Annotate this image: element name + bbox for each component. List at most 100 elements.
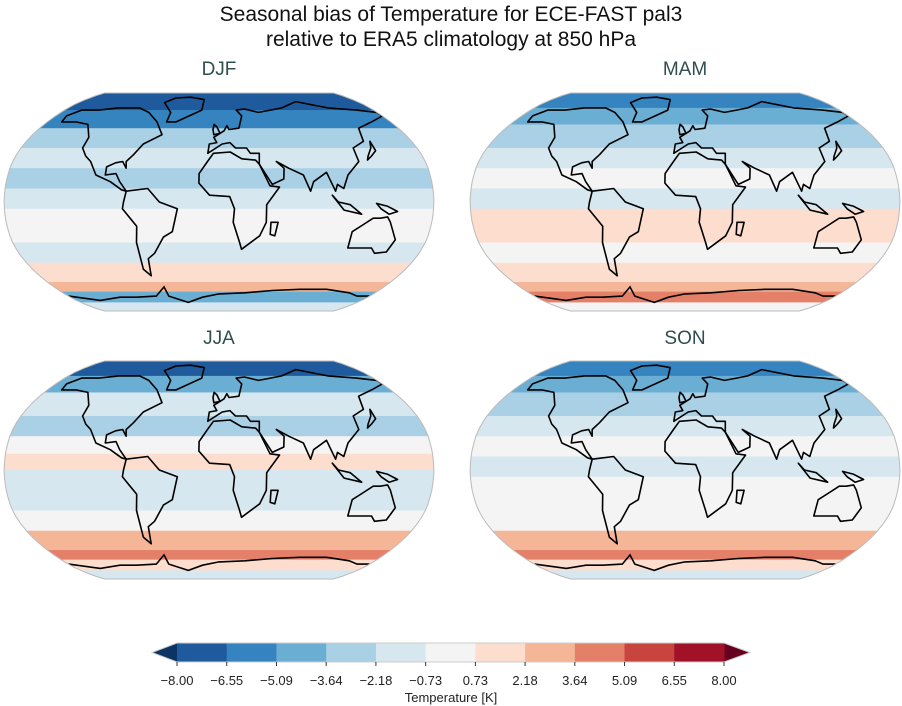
coastline: [198, 419, 281, 519]
coastline: [366, 408, 377, 429]
colorbar-tick-label: −0.73: [409, 673, 442, 688]
bias-band: [4, 93, 434, 111]
coastline: [212, 123, 221, 136]
map-panel-djf: [3, 92, 435, 312]
panel-title-son: SON: [664, 328, 706, 349]
bias-band: [470, 147, 900, 169]
colorbar-tick-label: 3.64: [562, 673, 587, 688]
bias-band: [4, 242, 434, 264]
panel-title-jja: JJA: [203, 328, 235, 349]
coastline: [366, 140, 377, 161]
coastline: [331, 462, 363, 483]
bias-band: [4, 168, 434, 189]
coastline: [347, 484, 397, 523]
colorbar-tick-label: −8.00: [161, 673, 194, 688]
coastline: [832, 408, 843, 429]
coastline: [664, 419, 747, 519]
bias-band: [4, 361, 434, 377]
map-panel-son: [469, 360, 901, 580]
coastline-antarctica: [534, 285, 836, 304]
map-panel-jja: [3, 360, 435, 580]
colorbar-tick-label: −2.18: [359, 673, 392, 688]
coastline: [121, 187, 179, 277]
colorbar-over-triangle: [724, 643, 750, 662]
bias-band: [4, 570, 434, 579]
bias-band: [470, 530, 900, 551]
colorbar-label: Temperature [K]: [405, 690, 498, 705]
coastline: [60, 375, 163, 460]
colorbar-tick-label: 8.00: [711, 673, 736, 688]
bias-band: [470, 476, 900, 512]
bias-band: [4, 110, 434, 129]
bias-band: [470, 375, 900, 393]
coastline: [841, 470, 865, 483]
bias-field: [4, 361, 434, 579]
colorbar-segment: [425, 643, 476, 662]
bias-band: [470, 188, 900, 210]
coastline: [735, 489, 745, 505]
colorbar-tick-label: 6.55: [662, 673, 687, 688]
coastline: [678, 391, 687, 404]
coastline: [813, 216, 863, 255]
map-boundary: [469, 360, 901, 580]
coastline: [813, 484, 863, 523]
bias-band: [4, 302, 434, 311]
colorbar-segment: [226, 643, 277, 662]
bias-band: [470, 262, 900, 283]
bias-band: [4, 470, 434, 512]
bias-band: [4, 262, 434, 283]
colorbar-segment: [375, 643, 427, 662]
bias-band: [4, 128, 434, 149]
coastline: [735, 221, 745, 237]
colorbar-segment: [177, 643, 228, 662]
coastline: [60, 107, 163, 192]
coastline: [121, 455, 179, 545]
colorbar-segment: [276, 643, 327, 662]
bias-band: [4, 415, 434, 437]
panel-title-mam: MAM: [662, 59, 708, 80]
bias-field: [470, 93, 900, 311]
bias-band: [470, 415, 900, 437]
coastline: [269, 221, 279, 237]
coastline: [673, 368, 850, 460]
bias-band: [4, 530, 434, 551]
bias-field: [4, 93, 434, 311]
colorbar-segment: [525, 643, 576, 662]
map-panel-mam: [469, 92, 901, 312]
bias-band: [470, 208, 900, 244]
colorbar-segment: [624, 643, 675, 662]
bias-band: [4, 147, 434, 169]
bias-band: [470, 550, 900, 561]
bias-band: [4, 559, 434, 571]
colorbar-segment: [574, 643, 626, 662]
bias-band: [470, 361, 900, 377]
coastline: [207, 100, 384, 192]
coastline: [269, 489, 279, 505]
coastline: [526, 375, 629, 460]
bias-band: [4, 375, 434, 393]
bias-band: [470, 282, 900, 293]
coastline: [207, 368, 384, 460]
coastline-antarctica: [534, 553, 836, 572]
coastline: [347, 216, 397, 255]
bias-band: [4, 188, 434, 210]
bias-band: [4, 550, 434, 561]
coastline: [198, 151, 281, 251]
colorbar-tick-label: −5.09: [260, 673, 293, 688]
colorbar-under-triangle: [152, 643, 177, 662]
coastline: [163, 96, 205, 123]
colorbar: −8.00 −6.55 −5.09 −3.64 −2.18 −0.73 0.73 2.18 3.…: [150, 642, 752, 705]
coastline: [664, 151, 747, 251]
bias-band: [470, 291, 900, 303]
colorbar-tick-label: 5.09: [612, 673, 637, 688]
coastline: [331, 194, 363, 215]
map-boundary: [3, 92, 435, 312]
bias-band: [4, 282, 434, 293]
colorbar-tick-label: −3.64: [310, 673, 343, 688]
colorbar-segment: [326, 643, 377, 662]
coastline: [587, 455, 645, 545]
coastline-antarctica: [68, 553, 370, 572]
colorbar-tick-label: 0.73: [463, 673, 488, 688]
coastline: [678, 123, 687, 136]
bias-band: [470, 570, 900, 579]
